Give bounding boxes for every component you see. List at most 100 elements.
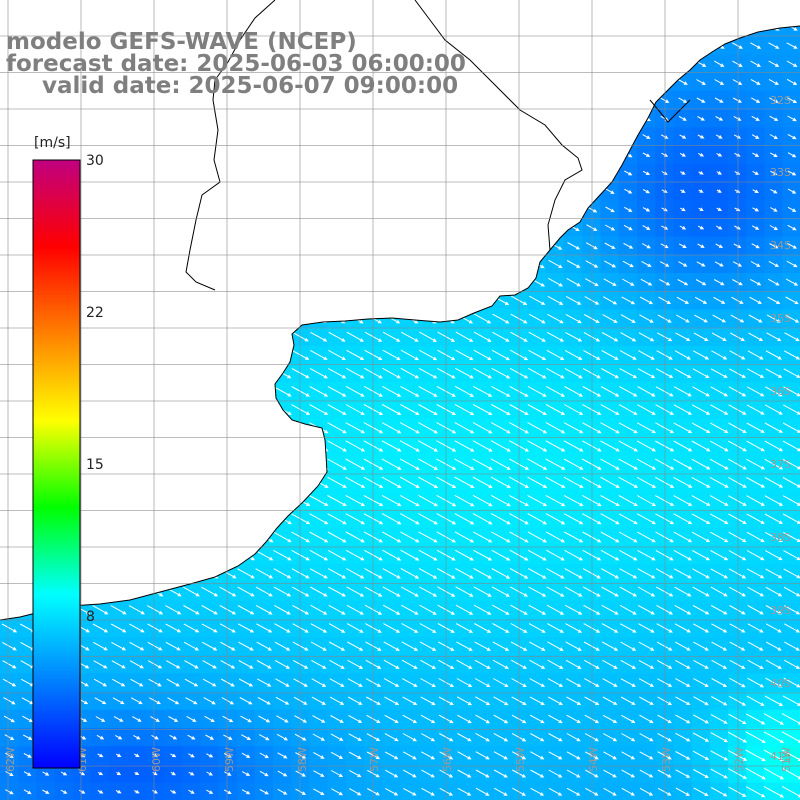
wind-arrow xyxy=(530,787,545,796)
wind-arrow xyxy=(349,788,362,796)
wind-arrow xyxy=(473,349,492,361)
wind-arrow xyxy=(116,771,122,776)
wind-arrow xyxy=(729,332,745,342)
wind-arrow xyxy=(273,586,292,597)
wind-arrow xyxy=(421,751,436,760)
wind-arrow xyxy=(732,261,743,267)
wind-arrow xyxy=(547,678,564,687)
wind-arrow xyxy=(709,458,729,470)
wind-arrow xyxy=(238,678,254,687)
wind-arrow xyxy=(782,477,800,488)
wind-arrow xyxy=(328,349,346,361)
lon-label: 53W xyxy=(660,747,673,772)
colorbar-unit: [m/s] xyxy=(34,135,71,151)
wind-arrow xyxy=(382,367,401,379)
wind-arrow xyxy=(455,349,474,361)
wind-arrow xyxy=(491,349,510,361)
wind-arrow xyxy=(624,170,633,176)
wind-arrow xyxy=(165,623,182,633)
wind-arrow xyxy=(399,476,420,489)
wind-arrow xyxy=(547,696,563,706)
wind-arrow xyxy=(601,641,619,651)
wind-arrow xyxy=(765,386,783,397)
wind-arrow xyxy=(183,623,200,633)
wind-arrow xyxy=(637,386,656,397)
wind-arrow xyxy=(256,623,273,633)
wind-arrow xyxy=(675,659,691,669)
wind-arrow xyxy=(491,549,511,561)
wind-arrow xyxy=(765,550,783,561)
wind-arrow xyxy=(454,494,475,507)
wind-arrow xyxy=(492,659,509,669)
wind-arrow xyxy=(691,495,711,506)
wind-arrow xyxy=(491,404,511,416)
wind-arrow xyxy=(528,349,547,361)
wind-arrow xyxy=(256,660,272,669)
wind-arrow xyxy=(680,189,686,193)
wind-arrow xyxy=(313,788,325,796)
wind-arrow xyxy=(382,531,402,543)
wind-arrow xyxy=(566,751,581,760)
wind-arrow xyxy=(764,458,784,470)
wind-arrow xyxy=(675,769,691,778)
colorbar-tick-22: 22 xyxy=(86,305,104,321)
wind-arrow xyxy=(563,513,584,525)
wind-arrow xyxy=(764,440,784,452)
forecast-date: forecast date: 2025-06-03 06:00:00 xyxy=(6,51,466,77)
wind-arrow xyxy=(221,697,235,705)
wind-arrow xyxy=(745,713,766,725)
lat-label: 35S xyxy=(770,312,791,325)
wind-arrow xyxy=(731,296,744,304)
wind-arrow xyxy=(277,770,288,777)
wind-arrow xyxy=(768,278,780,286)
wind-arrow xyxy=(169,734,178,740)
wind-arrow xyxy=(582,386,602,397)
wind-arrow xyxy=(345,440,366,452)
lon-label: 51W xyxy=(780,747,793,772)
wind-arrow xyxy=(712,314,727,323)
wind-arrow xyxy=(128,605,145,615)
wind-arrow xyxy=(381,458,402,470)
wind-arrow xyxy=(747,641,764,651)
wind-arrow xyxy=(492,604,510,615)
wind-arrow xyxy=(621,733,636,742)
wind-arrow xyxy=(276,715,289,723)
wind-arrow xyxy=(642,189,650,194)
wind-arrow xyxy=(747,605,764,615)
wind-arrow xyxy=(752,189,759,194)
wind-arrow xyxy=(565,678,582,687)
wind-arrow xyxy=(638,641,655,651)
wind-arrow xyxy=(618,458,639,470)
wind-arrow xyxy=(637,568,656,579)
wind-arrow xyxy=(601,604,619,615)
wind-arrow xyxy=(770,188,778,194)
wind-arrow xyxy=(674,623,691,633)
wind-arrow xyxy=(765,623,782,633)
wind-arrow xyxy=(765,659,782,669)
wind-arrow xyxy=(146,605,164,615)
wind-arrow xyxy=(638,332,655,342)
wind-arrow xyxy=(418,549,438,561)
wind-arrow xyxy=(583,349,601,360)
wind-arrow xyxy=(677,279,689,286)
wind-arrow xyxy=(729,677,746,688)
wind-arrow xyxy=(764,404,783,415)
wind-arrow xyxy=(329,678,345,687)
grid-labels: 62W 61W 60W 59W 58W 57W 56W 55W 54W 53W 52W 51W32S3… xyxy=(4,94,793,772)
wind-arrow xyxy=(619,568,638,579)
wind-arrow xyxy=(527,385,547,397)
wind-arrow xyxy=(656,350,673,360)
lon-label: 57W xyxy=(368,747,381,772)
wind-arrow xyxy=(564,568,583,579)
wind-arrow xyxy=(620,332,637,342)
wind-arrow xyxy=(763,785,785,798)
wind-arrow xyxy=(257,696,271,705)
wind-arrow xyxy=(237,623,255,633)
wind-arrow xyxy=(345,494,366,507)
wind-arrow xyxy=(691,513,711,525)
wind-arrow xyxy=(765,586,783,597)
wind-arrow xyxy=(727,731,748,743)
wind-arrow xyxy=(584,678,600,687)
wind-arrow xyxy=(750,42,762,49)
wind-arrow xyxy=(547,641,564,651)
